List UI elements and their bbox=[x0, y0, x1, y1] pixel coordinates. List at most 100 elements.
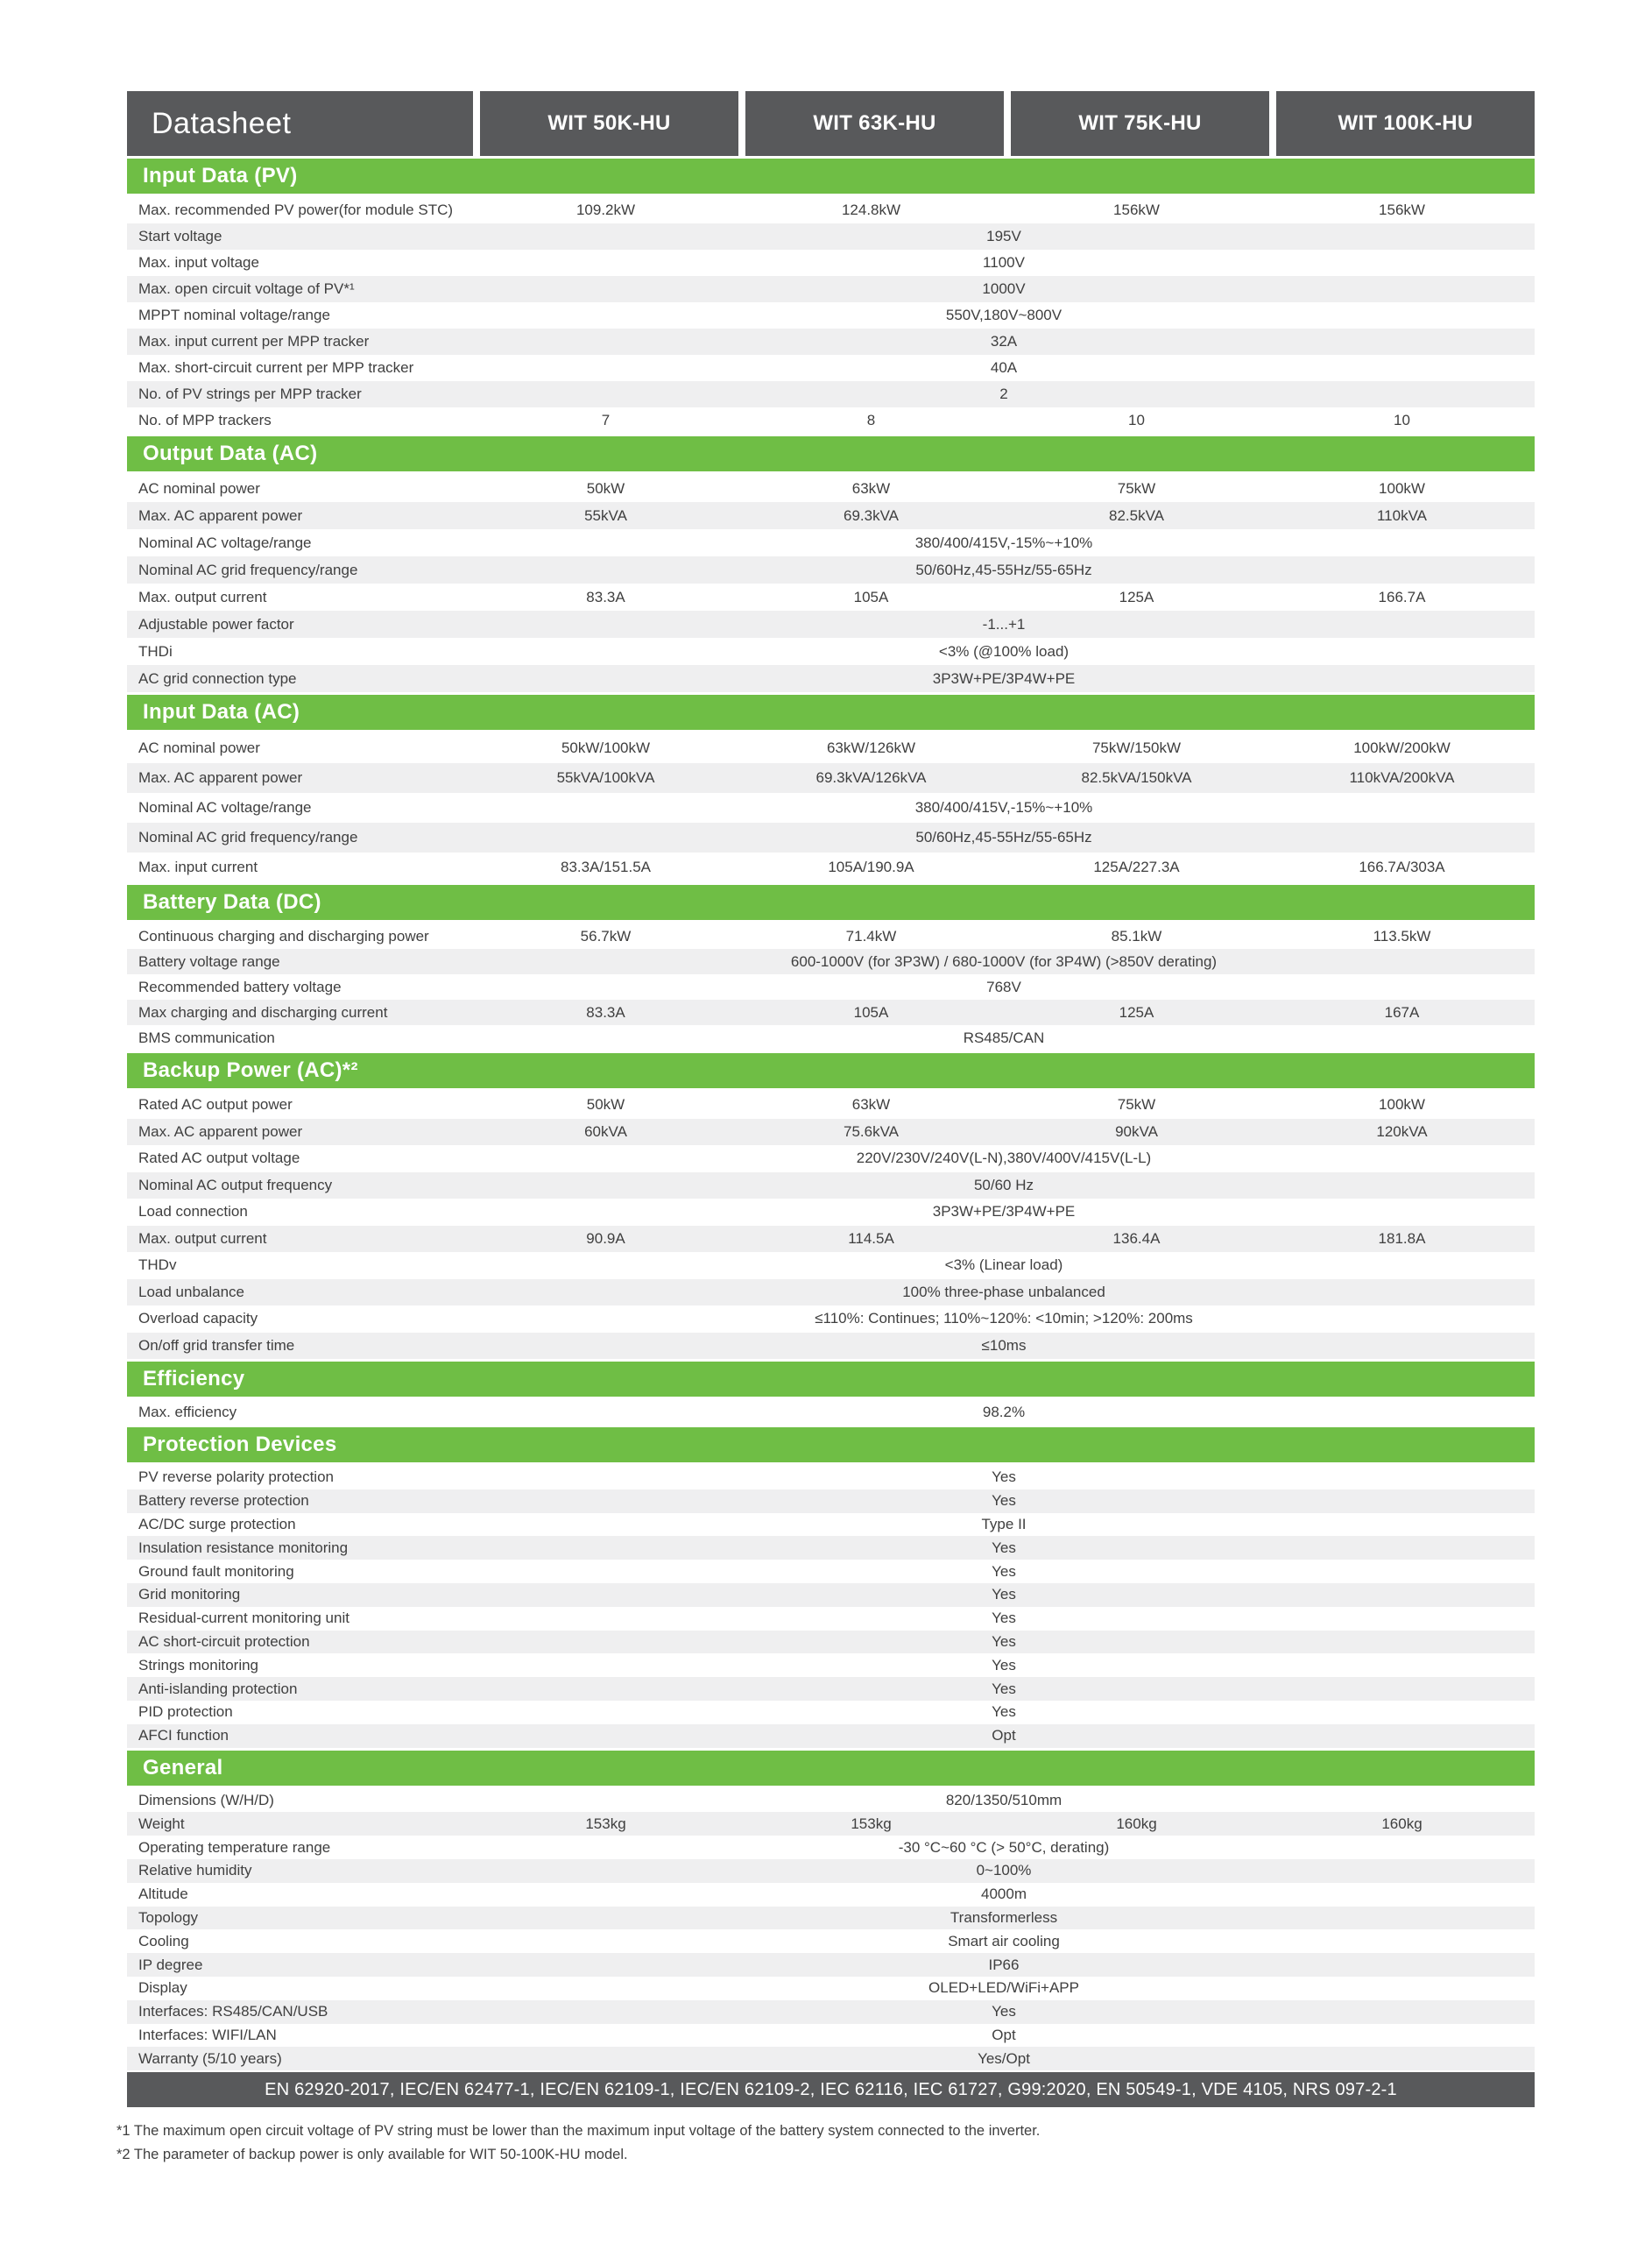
spec-value-span: 380/400/415V,-15%~+10% bbox=[914, 799, 1093, 816]
spec-row-adjustable-power-factor: Adjustable power factor -1...+1 bbox=[127, 611, 1535, 638]
spec-label: Nominal AC grid frequency/range bbox=[138, 829, 358, 846]
spec-value: 71.4kW bbox=[845, 927, 897, 945]
spec-value: 90kVA bbox=[1115, 1122, 1158, 1140]
spec-value: 105A bbox=[853, 588, 889, 605]
spec-value-span: Type II bbox=[981, 1515, 1027, 1532]
spec-value-span: Yes/Opt bbox=[978, 2049, 1030, 2067]
spec-value-span: 2 bbox=[999, 386, 1008, 402]
spec-label: Nominal AC output frequency bbox=[138, 1176, 333, 1193]
spec-row-weight: Weight 153kg 153kg 160kg 160kg bbox=[127, 1812, 1535, 1836]
footnote-2: *2 The parameter of backup power is only… bbox=[116, 2147, 628, 2162]
section-protection-devices: Protection Devices PV reverse polarity pr… bbox=[127, 1427, 1535, 1748]
spec-row-max-charging-and-discharging-current: Max charging and discharging current 83.3… bbox=[127, 1000, 1535, 1025]
spec-label: No. of PV strings per MPP tracker bbox=[138, 386, 362, 402]
section-backup-power-ac: Backup Power (AC)*² Rated AC output power… bbox=[127, 1053, 1535, 1359]
spec-row-strings-monitoring: Strings monitoring Yes bbox=[127, 1653, 1535, 1677]
spec-row-ip-degree: IP degree IP66 bbox=[127, 1953, 1535, 1977]
spec-row-ac-nominal-power: AC nominal power 50kW/100kW 63kW/126kW 75kW… bbox=[127, 733, 1535, 763]
spec-label: No. of MPP trackers bbox=[138, 412, 272, 428]
spec-value-span: Yes bbox=[992, 1632, 1016, 1650]
spec-label: Battery voltage range bbox=[138, 952, 280, 970]
spec-label: Max. efficiency bbox=[138, 1404, 237, 1420]
spec-value-span: Yes bbox=[992, 1656, 1016, 1673]
spec-row-max-open-circuit-voltage-of-pv: Max. open circuit voltage of PV*¹ 1000V bbox=[127, 276, 1535, 302]
spec-row-max-ac-apparent-power: Max. AC apparent power 60kVA 75.6kVA 90kVA 1… bbox=[127, 1118, 1535, 1145]
spec-value: 69.3kVA bbox=[843, 506, 899, 524]
spec-value-span: 32A bbox=[990, 333, 1018, 350]
spec-value-span: 50/60Hz,45-55Hz/55-65Hz bbox=[915, 829, 1092, 846]
spec-label: Max. recommended PV power(for module STC… bbox=[138, 202, 454, 218]
model-column-header-wit-75k-hu: WIT 75K-HU bbox=[1011, 91, 1269, 156]
spec-row-ground-fault-monitoring: Ground fault monitoring Yes bbox=[127, 1560, 1535, 1583]
spec-row-ac-dc-surge-protection: AC/DC surge protection Type II bbox=[127, 1513, 1535, 1537]
footnotes: *1 The maximum open circuit voltage of P… bbox=[116, 2119, 1040, 2167]
spec-label: Max. AC apparent power bbox=[138, 769, 303, 786]
spec-value: 7 bbox=[601, 412, 611, 428]
spec-row-nominal-ac-grid-frequency-range: Nominal AC grid frequency/range 50/60Hz,4… bbox=[127, 556, 1535, 584]
spec-row-rated-ac-output-power: Rated AC output power 50kW 63kW 75kW 100kW bbox=[127, 1092, 1535, 1119]
spec-value-span: 100% three-phase unbalanced bbox=[902, 1283, 1105, 1300]
spec-value: 50kW bbox=[586, 1096, 625, 1114]
spec-row-thdi: THDi <3% (@100% load) bbox=[127, 638, 1535, 665]
spec-label: Operating temperature range bbox=[138, 1838, 331, 1856]
spec-row-ac-grid-connection-type: AC grid connection type 3P3W+PE/3P4W+PE bbox=[127, 665, 1535, 692]
spec-label: Battery reverse protection bbox=[138, 1492, 309, 1510]
section-battery-data-dc: Battery Data (DC) Continuous charging and… bbox=[127, 885, 1535, 1051]
spec-row-nominal-ac-voltage-range: Nominal AC voltage/range 380/400/415V,-15… bbox=[127, 793, 1535, 823]
spec-value-span: 4000m bbox=[981, 1886, 1027, 1903]
spec-label: MPPT nominal voltage/range bbox=[138, 307, 330, 323]
spec-label: AC short-circuit protection bbox=[138, 1632, 310, 1650]
spec-value: 153kg bbox=[851, 1815, 892, 1832]
spec-label: Rated AC output power bbox=[138, 1096, 293, 1114]
spec-value: 125A/227.3A bbox=[1093, 859, 1180, 875]
spec-label: Load connection bbox=[138, 1203, 248, 1221]
spec-label: Weight bbox=[138, 1815, 185, 1832]
spec-label: Max. AC apparent power bbox=[138, 506, 303, 524]
spec-label: BMS communication bbox=[138, 1029, 275, 1046]
spec-label: AC grid connection type bbox=[138, 669, 297, 687]
section-header-backup-power-ac: Backup Power (AC)*² bbox=[127, 1053, 1535, 1088]
spec-value: 110kVA/200kVA bbox=[1349, 769, 1455, 786]
spec-value: 75kW bbox=[1117, 1096, 1156, 1114]
spec-value-span: 0~100% bbox=[976, 1862, 1032, 1879]
spec-row-grid-monitoring: Grid monitoring Yes bbox=[127, 1582, 1535, 1607]
spec-row-no-of-mpp-trackers: No. of MPP trackers 7 8 10 10 bbox=[127, 407, 1535, 434]
spec-value: 82.5kVA/150kVA bbox=[1081, 769, 1192, 786]
spec-row-max-ac-apparent-power: Max. AC apparent power 55kVA 69.3kVA 82.5kV… bbox=[127, 502, 1535, 529]
spec-value: 166.7A bbox=[1378, 588, 1426, 605]
spec-label: PID protection bbox=[138, 1703, 233, 1721]
spec-value: 125A bbox=[1119, 1003, 1154, 1021]
spec-label: On/off grid transfer time bbox=[138, 1336, 295, 1354]
spec-label: Residual-current monitoring unit bbox=[138, 1610, 349, 1627]
spec-row-max-output-current: Max. output current 83.3A 105A 125A 166.7A bbox=[127, 584, 1535, 611]
spec-value: 167A bbox=[1384, 1003, 1420, 1021]
spec-label: Altitude bbox=[138, 1886, 188, 1903]
spec-value: 82.5kVA bbox=[1108, 506, 1164, 524]
spec-label: AC nominal power bbox=[138, 479, 260, 497]
spec-value: 105A bbox=[853, 1003, 889, 1021]
spec-value: 50kW bbox=[586, 479, 625, 497]
spec-row-altitude: Altitude 4000m bbox=[127, 1883, 1535, 1907]
spec-label: Max. short-circuit current per MPP track… bbox=[138, 359, 414, 376]
spec-value: 100kW/200kW bbox=[1353, 739, 1451, 756]
spec-row-max-ac-apparent-power: Max. AC apparent power 55kVA/100kVA 69.3kV… bbox=[127, 763, 1535, 793]
spec-value: 120kVA bbox=[1376, 1122, 1428, 1140]
spec-value-span: Yes bbox=[992, 1562, 1016, 1580]
spec-row-battery-reverse-protection: Battery reverse protection Yes bbox=[127, 1489, 1535, 1513]
spec-label: Dimensions (W/H/D) bbox=[138, 1791, 274, 1808]
spec-value-span: ≤110%: Continues; 110%~120%: <10min; >12… bbox=[815, 1310, 1193, 1327]
spec-value: 55kVA bbox=[584, 506, 627, 524]
spec-row-relative-humidity: Relative humidity 0~100% bbox=[127, 1858, 1535, 1883]
spec-row-start-voltage: Start voltage 195V bbox=[127, 223, 1535, 250]
spec-value: 114.5A bbox=[848, 1229, 894, 1247]
spec-value-span: 98.2% bbox=[982, 1404, 1026, 1420]
spec-value: 125A bbox=[1119, 588, 1154, 605]
table-header: Datasheet WIT 50K-HU WIT 63K-HU WIT 75K-HU… bbox=[127, 91, 1535, 156]
spec-value: 160kg bbox=[1381, 1815, 1423, 1832]
spec-label: Max. input current per MPP tracker bbox=[138, 333, 370, 350]
spec-label: Continuous charging and discharging powe… bbox=[138, 927, 429, 945]
spec-label: Max. output current bbox=[138, 588, 267, 605]
spec-value-span: ≤10ms bbox=[981, 1336, 1027, 1354]
footnote-1: *1 The maximum open circuit voltage of P… bbox=[116, 2123, 1041, 2139]
spec-row-ac-nominal-power: AC nominal power 50kW 63kW 75kW 100kW bbox=[127, 475, 1535, 502]
